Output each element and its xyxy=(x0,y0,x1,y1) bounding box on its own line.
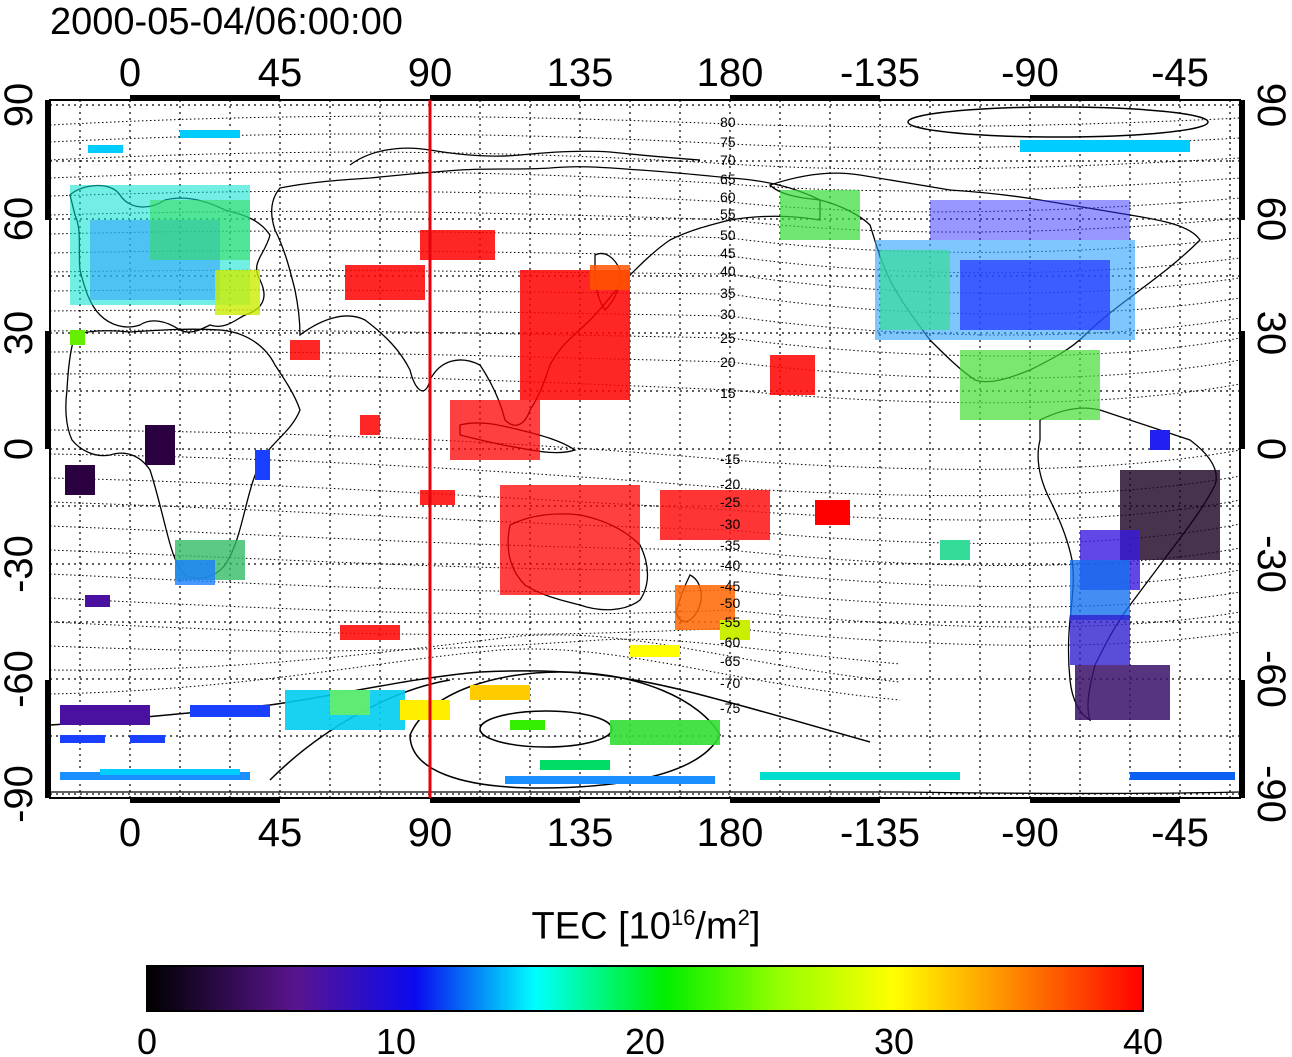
colorbar-label-end: ] xyxy=(749,905,761,948)
contour-label: -35 xyxy=(720,537,740,553)
top-tick: 45 xyxy=(258,51,303,95)
tec-data-north-america xyxy=(780,140,1190,420)
right-tick: 60 xyxy=(1249,197,1292,242)
right-tick: 0 xyxy=(1249,438,1292,460)
right-tick: -90 xyxy=(1249,765,1292,823)
top-tick: 0 xyxy=(119,51,141,95)
left-tick: 30 xyxy=(0,311,41,356)
contour-label: -70 xyxy=(720,675,740,691)
contour-label: 65 xyxy=(720,171,736,187)
contour-label: 70 xyxy=(720,152,736,168)
contour-label: -50 xyxy=(720,595,740,611)
contour-label: 20 xyxy=(720,354,736,370)
contour-label: -65 xyxy=(720,653,740,669)
right-tick: 30 xyxy=(1249,311,1292,356)
tec-data-south-america xyxy=(1070,430,1220,720)
left-tick: 60 xyxy=(0,197,41,242)
bottom-tick: -45 xyxy=(1151,811,1209,855)
contour-label: -40 xyxy=(720,557,740,573)
top-tick: 135 xyxy=(547,51,614,95)
top-tick: 90 xyxy=(408,51,453,95)
right-tick-labels: 90 60 30 0 -30 -60 -90 xyxy=(1249,83,1292,823)
contour-label: 35 xyxy=(720,285,736,301)
contour-label: -55 xyxy=(720,614,740,630)
contour-label: 80 xyxy=(720,114,736,130)
top-tick: -45 xyxy=(1151,51,1209,95)
tec-data-europe xyxy=(70,130,260,345)
colorbar-tick: 40 xyxy=(1123,1021,1163,1057)
contour-label: 75 xyxy=(720,134,736,150)
colorbar-label-exponent: 16 xyxy=(670,905,696,930)
right-tick: -30 xyxy=(1249,535,1292,593)
tec-data-africa xyxy=(65,425,270,607)
colorbar-tick: 0 xyxy=(137,1021,157,1057)
bottom-tick: 135 xyxy=(547,811,614,855)
bottom-tick: -135 xyxy=(840,811,920,855)
colorbar-label-main: TEC [10 xyxy=(531,905,671,948)
contour-label: 30 xyxy=(720,306,736,322)
contour-label: 15 xyxy=(720,385,736,401)
contour-label: 60 xyxy=(720,189,736,205)
bottom-tick: 45 xyxy=(258,811,303,855)
top-tick: -135 xyxy=(840,51,920,95)
colorbar xyxy=(146,965,1144,1012)
tec-data-antarctic xyxy=(60,500,1235,784)
frame-bars xyxy=(45,95,1245,803)
contour-label: 45 xyxy=(720,245,736,261)
bottom-tick: 180 xyxy=(697,811,764,855)
contour-label: -20 xyxy=(720,476,740,492)
contour-label: -75 xyxy=(720,700,740,716)
bottom-tick: -90 xyxy=(1001,811,1059,855)
top-tick: -90 xyxy=(1001,51,1059,95)
left-tick: -60 xyxy=(0,650,41,708)
contour-label: -25 xyxy=(720,494,740,510)
plot-title: 2000-05-04/06:00:00 xyxy=(50,1,403,43)
left-tick-labels: 90 60 30 0 -30 -60 -90 xyxy=(0,83,41,823)
right-tick: 90 xyxy=(1249,83,1292,128)
bottom-tick: 0 xyxy=(119,811,141,855)
tec-data-asia-pacific xyxy=(290,230,815,657)
bottom-tick: 90 xyxy=(408,811,453,855)
magnetic-latitude-contours xyxy=(50,115,1240,701)
colorbar-tick: 30 xyxy=(874,1021,914,1057)
top-tick: 180 xyxy=(697,51,764,95)
contour-label: -45 xyxy=(720,578,740,594)
contour-label: 55 xyxy=(720,206,736,222)
left-tick: -90 xyxy=(0,765,41,823)
contour-label: -30 xyxy=(720,516,740,532)
contour-label: 40 xyxy=(720,263,736,279)
colorbar-tick-labels: 0 10 20 30 40 xyxy=(137,1021,1163,1057)
colorbar-label: TEC [1016/m2] xyxy=(0,905,1292,949)
contour-label: -15 xyxy=(720,451,740,467)
colorbar-tick: 10 xyxy=(376,1021,416,1057)
contour-label: -60 xyxy=(720,634,740,650)
top-tick-labels: 0 45 90 135 180 -135 -90 -45 xyxy=(119,51,1209,95)
colorbar-tick: 20 xyxy=(625,1021,665,1057)
colorbar-label-unit: /m xyxy=(695,905,738,948)
left-tick: 90 xyxy=(0,83,41,128)
contour-label: 50 xyxy=(720,227,736,243)
bottom-tick-labels: 0 45 90 135 180 -135 -90 -45 xyxy=(119,811,1209,855)
right-tick: -60 xyxy=(1249,650,1292,708)
left-tick: -30 xyxy=(0,535,41,593)
left-tick: 0 xyxy=(0,438,41,460)
colorbar-label-unit-exponent: 2 xyxy=(737,905,750,930)
contour-label: 25 xyxy=(720,330,736,346)
